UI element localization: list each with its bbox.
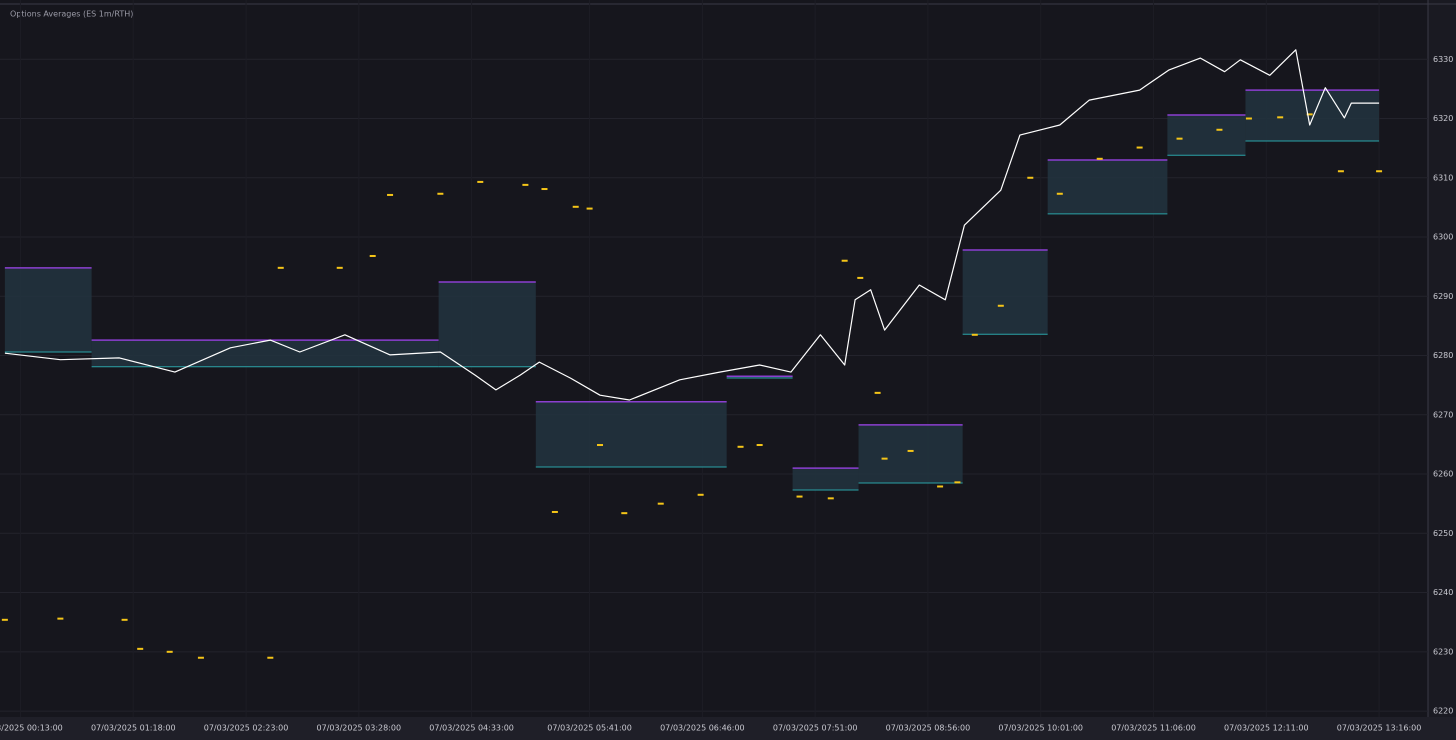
yellow-dot — [597, 444, 604, 447]
yellow-dot — [796, 495, 803, 498]
y-tick-label: 6250 — [1433, 529, 1453, 538]
band-fill — [1047, 159, 1168, 214]
band-fill — [792, 468, 859, 491]
band-fill — [858, 424, 963, 483]
yellow-dot — [1337, 170, 1344, 173]
yellow-dot — [971, 333, 978, 336]
x-tick-label: 07/03/2025 08:56:00 — [886, 724, 971, 733]
x-tick-label: 07/03/2025 11:06:00 — [1111, 724, 1196, 733]
band-fill — [91, 340, 439, 367]
yellow-dot — [1027, 176, 1034, 179]
series — [1, 49, 1383, 659]
band-fill — [438, 282, 536, 367]
yellow-dot — [841, 259, 848, 262]
x-tick-label: 07/03/2025 05:41:00 — [547, 724, 632, 733]
band-fill — [1167, 114, 1246, 156]
chart-title: Options Averages (ES 1m/RTH) — [10, 10, 133, 19]
yellow-dot — [954, 481, 961, 484]
x-tick-label: 07/03/2025 01:18:00 — [91, 724, 176, 733]
yellow-dot — [827, 497, 834, 500]
yellow-dot — [387, 193, 394, 196]
yellow-dot — [937, 485, 944, 488]
yellow-dot — [1376, 170, 1383, 173]
x-tick-label: 07/03/2025 00:13:00 — [0, 724, 63, 733]
yellow-dot — [1216, 128, 1223, 131]
band-fill — [962, 250, 1048, 335]
yellow-dot — [586, 207, 593, 210]
x-tick-label: 07/03/2025 10:01:00 — [998, 724, 1083, 733]
yellow-dot — [551, 510, 558, 513]
y-tick-label: 6220 — [1433, 707, 1453, 716]
yellow-dot — [277, 266, 284, 269]
yellow-dot — [522, 183, 529, 186]
yellow-dot — [336, 266, 343, 269]
x-axis-strip — [0, 717, 1456, 740]
yellow-dot — [166, 650, 173, 653]
x-tick-label: 07/03/2025 07:51:00 — [773, 724, 858, 733]
axes: 6220 6230 6240 6250 6260 6270 6280 6290 6300 6310… — [0, 55, 1453, 733]
x-tick-label: 07/03/2025 04:33:00 — [429, 724, 514, 733]
y-tick-label: 6260 — [1433, 470, 1453, 479]
yellow-dot — [1176, 137, 1183, 140]
band-fill — [4, 267, 92, 352]
yellow-dot — [874, 391, 881, 394]
x-tick-label: 07/03/2025 06:46:00 — [660, 724, 745, 733]
yellow-dot — [1277, 116, 1284, 119]
x-tick-label: 07/03/2025 03:28:00 — [317, 724, 402, 733]
y-tick-label: 6310 — [1433, 173, 1453, 182]
yellow-dot — [437, 192, 444, 195]
yellow-dot — [477, 180, 484, 183]
yellow-dot — [1056, 192, 1063, 195]
y-axis-strip — [1428, 0, 1456, 717]
band-fill — [1245, 90, 1380, 142]
yellow-dot — [197, 656, 204, 659]
x-tick-label: 07/03/2025 02:23:00 — [204, 724, 289, 733]
x-tick-label: 07/03/2025 12:11:00 — [1224, 724, 1309, 733]
bands — [4, 89, 1380, 491]
band-fill — [535, 401, 727, 467]
y-tick-label: 6320 — [1433, 114, 1453, 123]
yellow-dot — [756, 444, 763, 447]
yellow-dot — [697, 493, 704, 496]
price-line — [4, 49, 1380, 401]
yellow-dot — [121, 618, 128, 621]
yellow-dot — [857, 276, 864, 279]
y-tick-label: 6270 — [1433, 410, 1453, 419]
y-tick-label: 6300 — [1433, 233, 1453, 242]
x-tick-label: 07/03/2025 13:16:00 — [1337, 724, 1422, 733]
yellow-dot — [267, 656, 274, 659]
yellow-dot — [541, 188, 548, 191]
y-tick-label: 6280 — [1433, 351, 1453, 360]
y-tick-label: 6290 — [1433, 292, 1453, 301]
yellow-dot — [369, 254, 376, 257]
yellow-dot — [1136, 146, 1143, 149]
yellow-dot — [907, 449, 914, 452]
yellow-dot — [1096, 157, 1103, 160]
yellow-dot — [57, 617, 64, 620]
yellow-dot — [881, 457, 888, 460]
yellow-dot — [621, 512, 628, 515]
yellow-dot — [1245, 117, 1252, 120]
yellow-dot — [737, 445, 744, 448]
y-tick-label: 6240 — [1433, 588, 1453, 597]
yellow-dot — [1306, 113, 1313, 116]
yellow-dot — [657, 502, 664, 505]
yellow-dot — [1, 618, 8, 621]
y-tick-label: 6330 — [1433, 55, 1453, 64]
y-tick-label: 6230 — [1433, 647, 1453, 656]
yellow-dot — [997, 304, 1004, 307]
yellow-dot — [137, 647, 144, 650]
band-fill — [726, 376, 793, 379]
yellow-dot — [572, 205, 579, 208]
